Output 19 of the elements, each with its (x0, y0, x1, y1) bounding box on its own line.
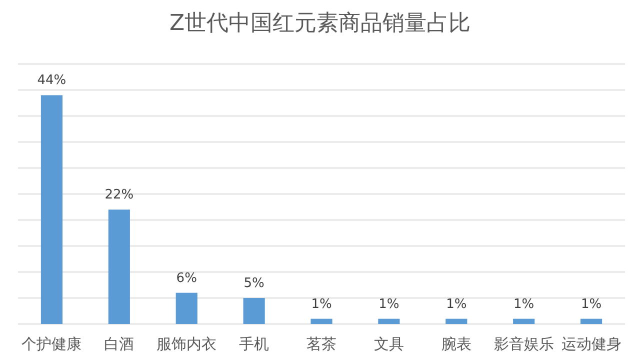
data-label: 1% (378, 296, 400, 312)
data-label: 44% (37, 73, 66, 88)
x-tick-label: 影音娱乐 (494, 335, 554, 353)
data-label: 22% (104, 188, 134, 203)
x-tick-label: 腕表 (441, 335, 472, 353)
title: Z世代中国红元素商品销量占比 (169, 11, 471, 36)
data-label: 1% (580, 296, 602, 312)
data-label: 6% (176, 270, 197, 286)
x-tick-label: 文具 (374, 335, 404, 353)
x-tick-label: 个护健康 (22, 335, 82, 353)
x-tick-label: 手机 (239, 335, 270, 353)
x-tick-label: 服饰内衣 (156, 335, 217, 353)
data-label: 5% (244, 276, 264, 291)
data-label: 1% (514, 296, 534, 312)
data-label: 1% (311, 296, 332, 312)
x-tick-label: 白酒 (104, 335, 134, 353)
x-tick-label: 运动健身 (561, 335, 622, 353)
x-tick-label: 茗茶 (306, 335, 336, 353)
data-label: 1% (446, 296, 467, 312)
